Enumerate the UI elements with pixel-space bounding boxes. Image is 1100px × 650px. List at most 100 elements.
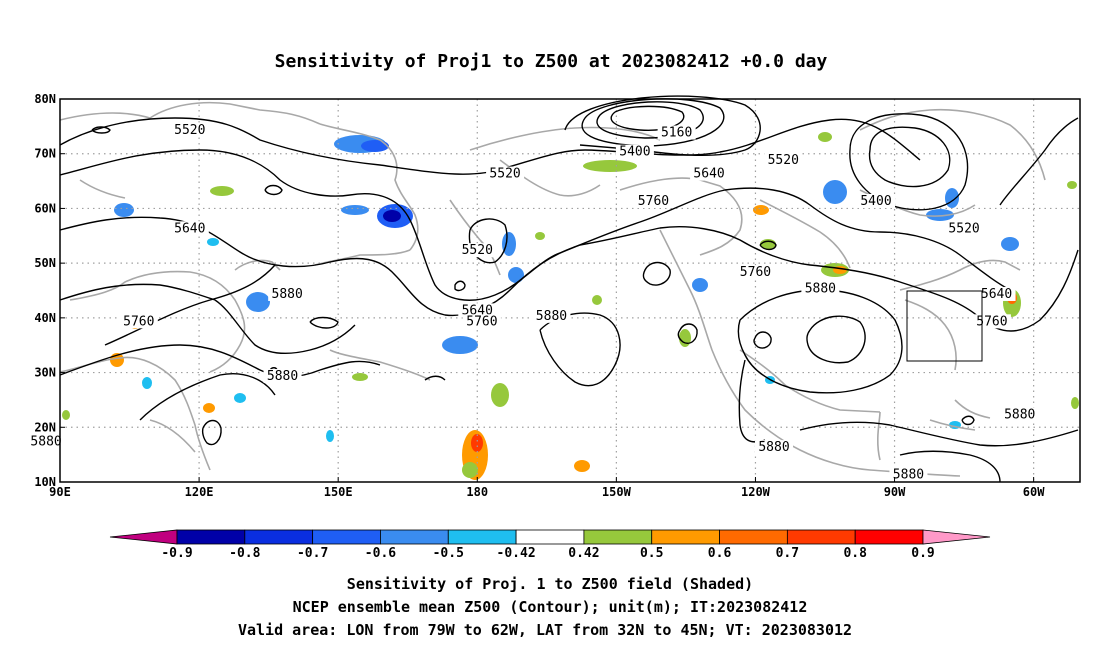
z500-contour-line bbox=[806, 315, 866, 364]
z500-contour-line bbox=[59, 283, 216, 301]
contour-label-bg bbox=[977, 286, 1016, 301]
colorbar-upper-extend bbox=[922, 529, 991, 545]
contour-label-text: 5520 bbox=[174, 123, 205, 138]
y-tick-label: 70N bbox=[34, 147, 56, 161]
coastline-segment bbox=[899, 259, 1021, 291]
contour-label-text: 5880 bbox=[30, 435, 61, 450]
contour-label-bg bbox=[462, 314, 501, 329]
y-tick-label: 60N bbox=[34, 201, 56, 215]
contour-label-text: 5400 bbox=[860, 194, 891, 209]
z500-contour-line bbox=[201, 419, 222, 446]
contour-label-bg bbox=[801, 281, 840, 296]
x-tick-label: 60W bbox=[1023, 485, 1045, 499]
coastline-segment bbox=[149, 419, 196, 453]
z500-contour-line bbox=[264, 184, 283, 196]
contour-label: 5880 bbox=[263, 369, 302, 384]
coastline-segment bbox=[449, 199, 501, 276]
y-tick-label: 10N bbox=[34, 475, 56, 489]
z500-contour-line bbox=[961, 415, 975, 426]
sensitivity-shading bbox=[62, 132, 1079, 480]
contour-label-bg bbox=[458, 303, 497, 318]
contour-label: 5880 bbox=[1000, 407, 1039, 422]
coastline-segment bbox=[929, 419, 976, 431]
contour-label: 5160 bbox=[657, 125, 696, 141]
colorbar-level-label: 0.5 bbox=[640, 546, 663, 561]
sensitivity-patch bbox=[508, 267, 524, 283]
contour-label: 5520 bbox=[945, 221, 984, 236]
x-tick-label: 120E bbox=[185, 485, 214, 499]
coastline-segment bbox=[759, 199, 851, 269]
contour-label: 5520 bbox=[486, 166, 525, 182]
sensitivity-patch bbox=[583, 160, 637, 172]
valid-area-box bbox=[906, 290, 983, 362]
z500-contours bbox=[59, 95, 1079, 483]
coastline-segment bbox=[59, 356, 211, 471]
sensitivity-patch bbox=[341, 205, 369, 215]
z500-contour-line bbox=[424, 375, 446, 381]
contour-label-bg bbox=[27, 434, 66, 449]
z500-contour-line bbox=[104, 264, 276, 346]
contour-label-text: 5880 bbox=[536, 309, 567, 324]
contour-label-text: 5520 bbox=[948, 221, 979, 236]
y-tick-label: 20N bbox=[34, 420, 56, 434]
contour-label: 5520 bbox=[458, 243, 497, 258]
z500-contour-line bbox=[581, 98, 725, 147]
contour-label: 5520 bbox=[170, 122, 209, 138]
footer-line-1: Sensitivity of Proj. 1 to Z500 field (Sh… bbox=[347, 575, 753, 593]
x-tick-label: 120W bbox=[741, 485, 771, 499]
sensitivity-patch bbox=[692, 278, 708, 292]
coastline-segment bbox=[59, 101, 321, 125]
contour-label: 5880 bbox=[532, 308, 571, 324]
sensitivity-patch bbox=[234, 393, 246, 403]
contour-label-bg bbox=[736, 265, 775, 280]
sensitivity-patch bbox=[442, 336, 478, 354]
contour-label: 5520 bbox=[764, 152, 803, 168]
sensitivity-patch bbox=[574, 460, 590, 472]
colorbar: -0.9 -0.8 -0.7 -0.6 -0.5 -0.42 0.42 0.5 0.6 0.7 0.… bbox=[109, 529, 991, 561]
colorbar-level-label: -0.42 bbox=[497, 546, 536, 561]
y-tick-label: 30N bbox=[34, 366, 56, 380]
contour-label: 5400 bbox=[857, 193, 895, 209]
colorbar-swatch bbox=[786, 529, 856, 545]
contour-label: 5880 bbox=[268, 286, 307, 302]
contour-label-bg bbox=[119, 314, 158, 329]
sensitivity-patch bbox=[535, 232, 545, 240]
z500-contour-line bbox=[738, 359, 766, 443]
x-tick-label: 90E bbox=[49, 485, 71, 499]
contour-label-bg bbox=[634, 193, 673, 208]
y-tick-label: 40N bbox=[34, 311, 56, 325]
contour-label: 5760 bbox=[972, 314, 1011, 329]
y-tick-label: 80N bbox=[34, 92, 56, 106]
contour-label-bg bbox=[170, 122, 209, 137]
z500-contour-line bbox=[999, 117, 1079, 206]
coastline-segment bbox=[859, 108, 1046, 181]
colorbar-swatch bbox=[244, 529, 314, 545]
sensitivity-patch bbox=[462, 462, 478, 478]
contour-label: 5880 bbox=[755, 440, 793, 455]
sensitivity-patch bbox=[818, 132, 832, 142]
contour-label-text: 5760 bbox=[976, 314, 1007, 329]
contour-label-bg bbox=[1000, 407, 1039, 422]
x-tick-label: 150E bbox=[324, 485, 353, 499]
sensitivity-patch bbox=[1071, 397, 1079, 409]
chart-title: Sensitivity of Proj1 to Z500 at 20230824… bbox=[275, 51, 828, 72]
colorbar-level-label: 0.7 bbox=[776, 546, 799, 561]
contour-label-bg bbox=[945, 221, 984, 236]
contour-label-bg bbox=[657, 125, 696, 140]
x-tick-label: 90W bbox=[884, 485, 906, 499]
z500-contour-line bbox=[539, 312, 621, 387]
colorbar-level-label: 0.6 bbox=[708, 546, 732, 561]
z500-contour-line bbox=[91, 126, 111, 134]
contour-label-bg bbox=[764, 152, 803, 167]
sensitivity-patch bbox=[1001, 237, 1019, 251]
contour-label-text: 5880 bbox=[272, 287, 303, 302]
coastline-segment bbox=[619, 177, 743, 256]
contour-label-text: 5760 bbox=[740, 265, 771, 280]
contour-label: 5760 bbox=[462, 314, 501, 329]
contour-label-text: 5760 bbox=[466, 314, 497, 329]
contour-label: 5640 bbox=[170, 221, 209, 236]
contour-label-bg bbox=[268, 286, 307, 301]
contour-label-text: 5400 bbox=[619, 145, 650, 160]
contour-label: 5640 bbox=[977, 286, 1016, 302]
z500-contour-line bbox=[759, 240, 777, 251]
